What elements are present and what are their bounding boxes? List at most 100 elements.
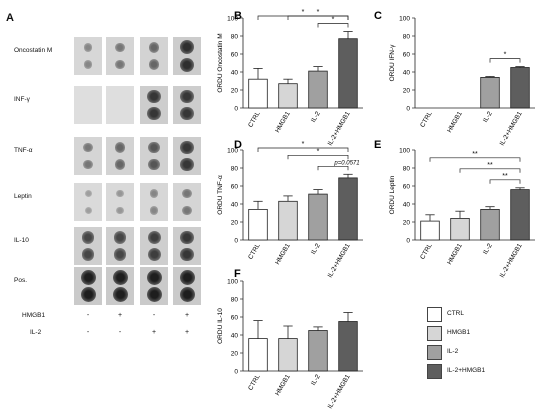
condition-sign: -	[118, 329, 122, 336]
y-tick-label: 80	[231, 34, 239, 41]
blot-spot	[114, 142, 126, 153]
bar	[420, 220, 440, 241]
significance-bracket	[489, 58, 521, 63]
x-tick-label: IL-2+HMGB1	[327, 110, 352, 147]
y-axis-label: ORDU Oncostatin M	[217, 33, 224, 92]
blot-spot	[83, 43, 93, 52]
bar	[308, 193, 328, 241]
blot-spot	[180, 106, 194, 121]
blot-spot	[179, 269, 195, 285]
significance-bracket	[317, 165, 349, 171]
condition-sign: -	[86, 329, 90, 336]
x-tick-label: CTRL	[247, 373, 262, 392]
significance-label: *	[302, 9, 305, 16]
y-tick-label: 0	[406, 106, 410, 113]
blot-row-label: INF-γ	[14, 96, 30, 103]
bar	[450, 217, 470, 241]
y-axis-label: ORDU IFN-γ	[389, 44, 396, 82]
condition-sign: +	[184, 329, 190, 336]
y-tick-label: 60	[403, 184, 411, 191]
y-tick-label: 40	[231, 333, 239, 340]
blot-spot	[113, 231, 127, 244]
y-tick-label: 20	[231, 220, 239, 227]
blot-spot	[84, 207, 92, 215]
blot-spot	[146, 269, 162, 285]
blot-spot	[115, 42, 125, 52]
significance-bracket	[459, 168, 521, 173]
condition-label: HMGB1	[22, 312, 46, 319]
blot-spot	[182, 188, 192, 198]
chart-panel-f: F 0 20 40 60 80 100 ORDU IL-10 CTRL HMGB1 IL-2 IL-2…	[217, 268, 363, 410]
blot-spot	[114, 159, 126, 170]
significance-label: *	[317, 148, 320, 155]
blot-spot	[147, 230, 161, 244]
y-tick-label: 100	[227, 16, 238, 23]
y-tick-label: 80	[403, 166, 411, 173]
y-axis-label: ORDU IL-10	[217, 308, 224, 344]
y-tick-label: 40	[403, 70, 411, 77]
legend-swatch	[427, 364, 442, 379]
y-tick-label: 80	[403, 34, 411, 41]
y-tick-label: 80	[231, 297, 239, 304]
chart-panel-c: C 0 20 40 60 80 100 ORDU IFN-γ CTRL HMGB1 IL-2 IL-2…	[374, 10, 535, 147]
significance-label: *	[317, 9, 320, 16]
condition-sign: -	[152, 312, 156, 319]
significance-bracket	[257, 147, 349, 152]
blot-spot	[83, 142, 93, 152]
blot-cell	[106, 86, 134, 124]
y-tick-label: 100	[399, 148, 410, 155]
blot-row-label: Pos.	[14, 277, 28, 284]
significance-bracket	[257, 15, 349, 20]
bar	[338, 177, 358, 241]
y-tick-label: 20	[231, 351, 239, 358]
y-tick-label: 60	[403, 52, 411, 59]
blot-spot	[179, 287, 195, 303]
y-tick-label: 20	[403, 220, 411, 227]
panel-letter: F	[234, 268, 241, 280]
x-tick-label: HMGB1	[274, 110, 292, 134]
y-tick-label: 100	[227, 279, 238, 286]
condition-sign: -	[86, 312, 90, 319]
blot-spot	[83, 60, 93, 69]
panel-a-letter: A	[6, 12, 14, 24]
x-tick-label: IL-2+HMGB1	[327, 242, 352, 279]
bar	[248, 78, 268, 109]
x-tick-label: CTRL	[247, 110, 262, 129]
condition-sign: +	[184, 312, 190, 319]
condition-sign: +	[117, 312, 123, 319]
legend-swatch	[427, 345, 442, 360]
y-tick-label: 60	[231, 184, 239, 191]
blot-spot	[147, 248, 161, 262]
y-tick-label: 20	[231, 88, 239, 95]
significance-label: **	[487, 162, 493, 169]
significance-label: **	[502, 173, 508, 180]
significance-bracket	[489, 179, 521, 184]
blot-spot	[148, 141, 160, 153]
blot-spot	[83, 159, 93, 170]
legend-label: IL-2+HMGB1	[447, 367, 486, 374]
blot-spot	[116, 206, 124, 215]
blot-spot	[116, 189, 124, 197]
x-tick-label: HMGB1	[274, 373, 292, 397]
bar	[308, 70, 328, 109]
blot-spot	[180, 230, 194, 244]
blot-spot	[147, 106, 161, 121]
blot-row-label: Oncostatin M	[14, 47, 53, 54]
blot-spot	[148, 42, 160, 53]
x-tick-label: IL-2	[310, 373, 322, 387]
bar	[480, 208, 500, 241]
panel-letter: D	[234, 139, 242, 151]
x-tick-label: IL-2	[482, 110, 494, 124]
blot-spot	[147, 89, 161, 103]
blot-spot	[149, 189, 159, 198]
bar	[338, 321, 358, 372]
legend-label: IL-2	[447, 348, 459, 355]
bar	[510, 67, 530, 109]
blot-row-label: TNF-α	[14, 147, 33, 154]
y-tick-label: 40	[403, 202, 411, 209]
x-tick-label: HMGB1	[274, 242, 292, 266]
blot-spot	[149, 206, 159, 215]
y-tick-label: 60	[231, 52, 239, 59]
blot-spot	[112, 287, 128, 303]
